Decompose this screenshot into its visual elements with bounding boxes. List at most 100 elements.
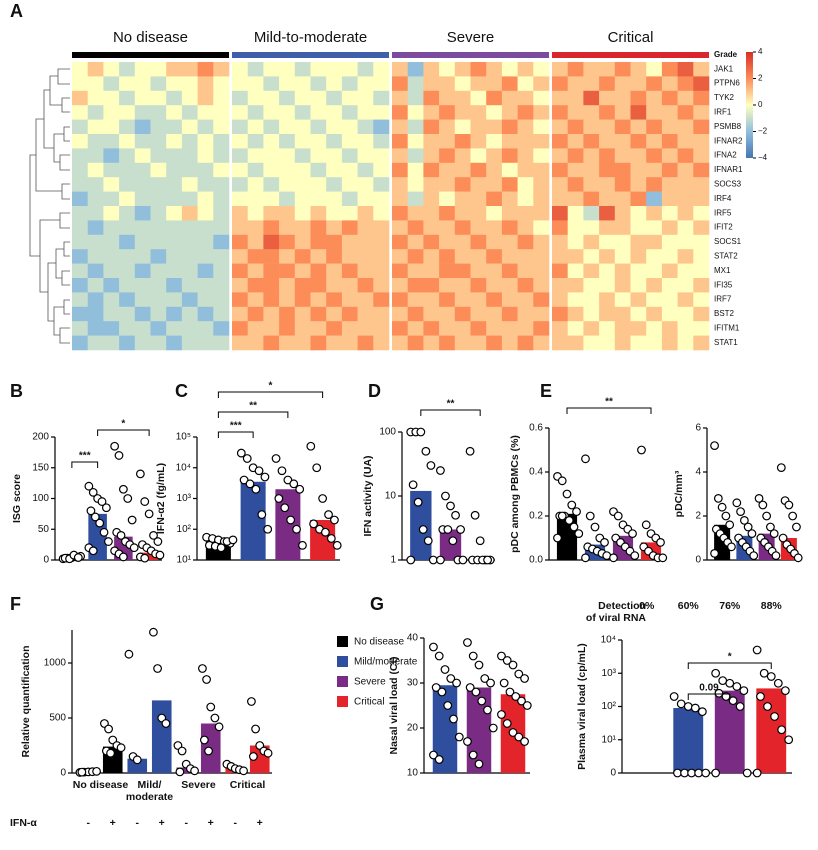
condition-label: +	[159, 817, 165, 829]
heat-cell	[72, 119, 88, 135]
heat-cell	[357, 134, 374, 149]
data-point	[732, 682, 742, 691]
heat-cell	[213, 119, 230, 135]
heat-cell	[407, 234, 424, 250]
heat-cell	[197, 148, 214, 164]
data-point	[413, 497, 423, 507]
condition-label: -	[185, 817, 189, 829]
heat-cell	[181, 62, 198, 77]
heat-cell	[341, 220, 358, 236]
heat-cell	[341, 148, 358, 164]
data-point	[711, 768, 721, 778]
heat-cell	[294, 119, 311, 135]
heat-cell	[677, 278, 694, 293]
data-point	[717, 502, 727, 512]
heat-cell	[357, 76, 374, 92]
heat-cell	[326, 220, 343, 236]
heat-cell	[279, 62, 296, 77]
data-point	[553, 533, 562, 543]
heat-cell	[326, 249, 343, 264]
heat-cell	[501, 105, 518, 120]
row-label: JAK1	[714, 64, 734, 73]
y-tick-label: 10³	[602, 668, 617, 679]
heat-cell	[247, 134, 264, 149]
heat-cell	[614, 292, 631, 308]
heat-cell	[599, 162, 616, 178]
row-label: SOCS3	[714, 180, 742, 189]
legend-label: No disease	[354, 637, 404, 648]
row-label: TYK2	[714, 93, 735, 102]
data-point	[752, 645, 762, 655]
heat-cell	[614, 62, 631, 77]
heat-cell	[533, 62, 550, 77]
row-label: PTPN6	[714, 79, 740, 88]
heat-cell	[423, 220, 440, 236]
heat-cell	[373, 306, 390, 322]
y-tick-label: 10	[385, 491, 397, 502]
heat-cell	[583, 206, 600, 221]
heat-cell	[501, 292, 518, 308]
heat-cell	[486, 105, 503, 120]
heat-cell	[103, 335, 120, 351]
heat-cell	[150, 234, 167, 250]
heat-cell	[150, 177, 167, 192]
heat-cell	[263, 263, 280, 279]
heat-cell	[407, 90, 424, 106]
significance-label: ***	[79, 451, 91, 462]
data-point	[86, 506, 96, 516]
heat-cell	[583, 105, 600, 120]
heat-cell	[150, 105, 167, 120]
heat-cell	[341, 105, 358, 120]
heat-cell	[677, 134, 694, 149]
heat-cell	[693, 206, 710, 221]
significance-bracket	[687, 693, 731, 700]
heat-cell	[392, 105, 408, 120]
heat-cell	[247, 321, 264, 336]
heat-cell	[310, 206, 327, 221]
heat-cell	[197, 278, 214, 293]
heat-cell	[87, 278, 104, 293]
data-point	[739, 516, 749, 525]
heat-cell	[150, 90, 167, 106]
heat-cell	[150, 278, 167, 293]
heat-cell	[310, 162, 327, 178]
heat-cell	[87, 105, 104, 120]
data-point	[470, 510, 480, 520]
heat-cell	[232, 148, 248, 164]
heat-cell	[454, 321, 471, 336]
heat-cell	[279, 321, 296, 336]
heat-cell	[232, 177, 248, 192]
heat-cell	[134, 335, 151, 351]
heat-cell	[181, 220, 198, 236]
heat-cell	[72, 76, 88, 92]
y-tick-label: 30	[407, 678, 419, 689]
colorbar-label: −2	[758, 127, 768, 136]
heat-cell	[197, 191, 214, 207]
heat-cell	[677, 292, 694, 308]
heat-cell	[310, 234, 327, 250]
heat-cell	[486, 220, 503, 236]
heat-cell	[517, 134, 534, 149]
bar	[176, 767, 197, 773]
heat-cell	[263, 220, 280, 236]
heat-cell	[517, 62, 534, 77]
heat-cell	[517, 249, 534, 264]
heat-cell	[677, 76, 694, 92]
y-tick-label: 10⁴	[176, 462, 191, 473]
y-tick-label: 500	[49, 713, 66, 724]
heat-cell	[72, 321, 88, 336]
heat-cell	[87, 162, 104, 178]
heat-cell	[646, 148, 663, 164]
row-label: IRF7	[714, 295, 732, 304]
row-label: IRF1	[714, 108, 732, 117]
heat-cell	[326, 234, 343, 250]
heat-cell	[326, 321, 343, 336]
x-tick-label: Critical	[230, 779, 266, 791]
heat-cell	[552, 90, 568, 106]
heat-cell	[72, 134, 88, 149]
heat-cell	[87, 148, 104, 164]
heat-cell	[197, 119, 214, 135]
legend-swatch	[337, 636, 348, 647]
heat-cell	[279, 206, 296, 221]
heat-cell	[630, 119, 647, 135]
